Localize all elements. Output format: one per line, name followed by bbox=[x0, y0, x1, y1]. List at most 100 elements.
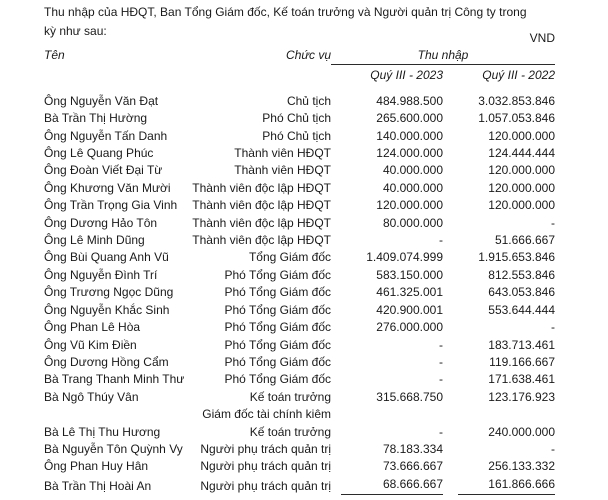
position-cell: Phó Tổng Giám đốc bbox=[224, 302, 331, 317]
position-cell: Chủ tịch bbox=[286, 93, 331, 108]
column-header-position: Chức vụ bbox=[286, 48, 331, 63]
name-cell: Ông Dương Hảo Tôn bbox=[44, 215, 158, 230]
column-header-name: Tên bbox=[44, 48, 65, 63]
header-row-groups: Tên Chức vụ Thu nhập bbox=[44, 47, 555, 66]
total-underline: 161.866.666 bbox=[458, 476, 555, 496]
column-header-income-group: Thu nhập bbox=[331, 47, 555, 66]
q3-2023-cell: - bbox=[439, 337, 443, 352]
column-header-q3-2022: Quý III - 2022 bbox=[482, 68, 555, 83]
q3-2023-cell: - bbox=[439, 354, 443, 369]
position-cell: Phó Tổng Giám đốc bbox=[224, 267, 331, 282]
position-cell: Thành viên độc lập HĐQT bbox=[192, 215, 331, 230]
q3-2023-cell: 68.666.667 bbox=[331, 476, 443, 496]
name-cell: Ông Khương Văn Mười bbox=[44, 180, 171, 195]
q3-2022-cell: 120.000.000 bbox=[488, 198, 555, 213]
table-row: Ông Đoàn Viết Đại Từ Thành viên HĐQT 40.00… bbox=[44, 162, 555, 179]
table-row: Ông Bùi Quang Anh Vũ Tổng Giám đốc 1.409.0… bbox=[44, 249, 555, 266]
currency-label: VND bbox=[529, 31, 555, 45]
name-cell: Ông Nguyễn Tấn Danh bbox=[44, 128, 168, 143]
table-row: Ông Nguyễn Khắc Sinh Phó Tổng Giám đốc 420… bbox=[44, 302, 555, 319]
q3-2023-cell: 120.000.000 bbox=[376, 198, 443, 213]
q3-2022-cell: 240.000.000 bbox=[488, 424, 555, 439]
name-cell: Ông Nguyễn Khắc Sinh bbox=[44, 302, 170, 317]
table-row: Ông Dương Hồng Cẩm Phó Tổng Giám đốc - 119.… bbox=[44, 354, 555, 371]
position-cell: Thành viên độc lập HĐQT bbox=[192, 233, 331, 248]
position-cell: Tổng Giám đốc bbox=[248, 250, 331, 265]
intro-text: Thu nhập của HĐQT, Ban Tổng Giám đốc, Kế… bbox=[44, 5, 527, 38]
position-cell: Phó Tổng Giám đốc bbox=[224, 354, 331, 369]
header-row-periods: Quý III - 2023 Quý III - 2022 bbox=[44, 65, 555, 93]
table-row: Ông Nguyễn Văn Đạt Chủ tịch 484.988.500 3.0… bbox=[44, 93, 555, 110]
table-body: Ông Nguyễn Văn Đạt Chủ tịch 484.988.500 3.0… bbox=[44, 93, 555, 496]
q3-2023-cell: - bbox=[439, 424, 443, 439]
name-cell: Bà Trang Thanh Minh Thư bbox=[44, 372, 185, 387]
q3-2023-cell: 276.000.000 bbox=[376, 320, 443, 335]
q3-2022-cell: 51.666.667 bbox=[494, 233, 555, 248]
table-row: Ông Dương Hảo Tôn Thành viên độc lập HĐQT… bbox=[44, 215, 555, 232]
q3-2023-cell: 73.666.667 bbox=[382, 459, 443, 474]
position-cell: Giám đốc tài chính kiêm Kế toán trưởng bbox=[202, 407, 331, 439]
name-cell: Bà Trần Thị Hoài An bbox=[44, 478, 152, 493]
name-cell: Bà Nguyễn Tôn Quỳnh Vy bbox=[44, 441, 183, 456]
name-cell: Ông Lê Minh Dũng bbox=[44, 233, 145, 248]
name-cell: Ông Vũ Kim Điền bbox=[44, 337, 137, 352]
q3-2022-cell: - bbox=[551, 215, 555, 230]
name-cell: Ông Nguyễn Đình Trí bbox=[44, 267, 158, 282]
q3-2022-cell: - bbox=[551, 441, 555, 456]
table-row: Bà Nguyễn Tôn Quỳnh Vy Người phụ trách qu… bbox=[44, 441, 555, 458]
position-cell: Người phụ trách quản trị bbox=[200, 441, 331, 456]
q3-2022-cell: 120.000.000 bbox=[488, 128, 555, 143]
q3-2022-cell: 120.000.000 bbox=[488, 180, 555, 195]
table-row: Ông Nguyễn Đình Trí Phó Tổng Giám đốc 583.… bbox=[44, 267, 555, 284]
q3-2023-cell: - bbox=[439, 372, 443, 387]
name-cell: Bà Lê Thị Thu Hương bbox=[44, 424, 161, 439]
q3-2022-cell: 256.133.332 bbox=[488, 459, 555, 474]
position-cell: Phó Chủ tịch bbox=[262, 111, 331, 126]
q3-2022-cell: 120.000.000 bbox=[488, 163, 555, 178]
name-cell: Ông Bùi Quang Anh Vũ bbox=[44, 250, 169, 265]
q3-2023-cell: 583.150.000 bbox=[376, 267, 443, 282]
q3-2022-cell: 171.638.461 bbox=[488, 372, 555, 387]
q3-2023-cell: 80.000.000 bbox=[382, 215, 443, 230]
q3-2023-cell: 78.183.334 bbox=[382, 441, 443, 456]
table-row: Ông Lê Minh Dũng Thành viên độc lập HĐQT -… bbox=[44, 232, 555, 249]
q3-2022-cell: 1.057.053.846 bbox=[478, 111, 555, 126]
q3-2023-cell: 265.600.000 bbox=[376, 111, 443, 126]
q3-2023-cell: - bbox=[439, 233, 443, 248]
table-row: Ông Khương Văn Mười Thành viên độc lập HĐ… bbox=[44, 180, 555, 197]
table-row: Ông Phan Huy Hân Người phụ trách quản trị… bbox=[44, 458, 555, 475]
name-cell: Ông Phan Lê Hòa bbox=[44, 320, 141, 335]
q3-2023-cell: 140.000.000 bbox=[376, 128, 443, 143]
table-row: Bà Trần Thị Hường Phó Chủ tịch 265.600.000… bbox=[44, 110, 555, 127]
table-header: Tên Chức vụ Thu nhập Quý III - 2023 Quý … bbox=[44, 47, 555, 93]
q3-2023-cell: 484.988.500 bbox=[376, 93, 443, 108]
table-row: Bà Trang Thanh Minh Thư Phó Tổng Giám đốc… bbox=[44, 371, 555, 388]
position-cell: Người phụ trách quản trị bbox=[200, 478, 331, 493]
q3-2023-cell: 461.325.001 bbox=[376, 285, 443, 300]
q3-2023-cell: 124.000.000 bbox=[376, 146, 443, 161]
table-row: Bà Ngô Thúy Vân Kế toán trưởng 315.668.750… bbox=[44, 389, 555, 406]
table-row: Ông Trần Trọng Gia Vinh Thành viên độc lậ… bbox=[44, 197, 555, 214]
q3-2022-cell: 643.053.846 bbox=[488, 285, 555, 300]
position-cell: Người phụ trách quản trị bbox=[200, 459, 331, 474]
total-underline: 68.666.667 bbox=[341, 476, 443, 496]
q3-2022-cell: 3.032.853.846 bbox=[478, 93, 555, 108]
q3-2023-cell: 40.000.000 bbox=[382, 163, 443, 178]
table-row: Ông Trương Ngọc Dũng Phó Tổng Giám đốc 461… bbox=[44, 284, 555, 301]
table-row: Bà Trần Thị Hoài An Người phụ trách quản … bbox=[44, 476, 555, 496]
position-cell: Thành viên độc lập HĐQT bbox=[192, 180, 331, 195]
name-cell: Ông Dương Hồng Cẩm bbox=[44, 354, 169, 369]
name-cell: Bà Trần Thị Hường bbox=[44, 111, 148, 126]
header-spacer bbox=[189, 65, 331, 93]
name-cell: Ông Trương Ngọc Dũng bbox=[44, 285, 174, 300]
position-cell: Phó Tổng Giám đốc bbox=[224, 372, 331, 387]
column-header-q3-2023: Quý III - 2023 bbox=[370, 68, 443, 83]
name-cell: Ông Lê Quang Phúc bbox=[44, 146, 154, 161]
position-cell: Phó Chủ tịch bbox=[262, 128, 331, 143]
table-row: Ông Lê Quang Phúc Thành viên HĐQT 124.000.… bbox=[44, 145, 555, 162]
table-row: Bà Lê Thị Thu Hương Giám đốc tài chính ki… bbox=[44, 406, 555, 441]
name-cell: Bà Ngô Thúy Vân bbox=[44, 389, 139, 404]
table-row: Ông Nguyễn Tấn Danh Phó Chủ tịch 140.000.0… bbox=[44, 128, 555, 145]
q3-2023-cell: 315.668.750 bbox=[376, 389, 443, 404]
name-cell: Ông Nguyễn Văn Đạt bbox=[44, 93, 159, 108]
